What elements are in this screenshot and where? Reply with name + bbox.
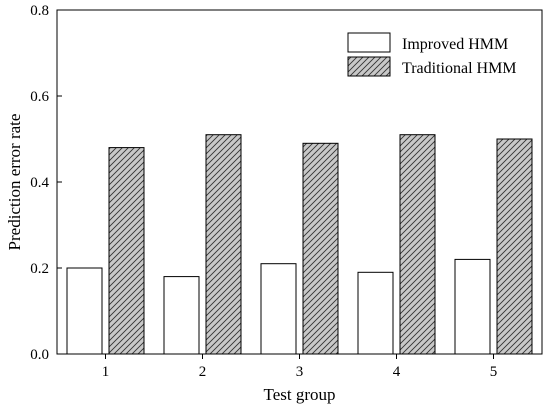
ticks-group: 1 2 3 4 5 0.0 0.2 0.4 0.6 0.8 (30, 3, 497, 380)
y-tick-label-0.6: 0.6 (30, 89, 49, 105)
y-axis-label: Prediction error rate (5, 114, 24, 251)
legend-swatch-improved-hmm (347, 32, 391, 53)
legend-label-improved-hmm: Improved HMM (402, 36, 508, 53)
bar-improved-hmm-2 (163, 276, 200, 355)
bar-traditional-hmm-4 (399, 134, 436, 355)
x-tick-label-4: 4 (393, 364, 401, 380)
bar-traditional-hmm-5 (496, 138, 533, 355)
bar-improved-hmm-1 (66, 267, 103, 355)
bar-improved-hmm-5 (454, 258, 491, 355)
y-tick-label-0.8: 0.8 (30, 3, 49, 19)
legend-swatch-traditional-hmm (347, 56, 391, 77)
y-tick-label-0.4: 0.4 (30, 175, 49, 191)
legend-label-traditional-hmm: Traditional HMM (402, 60, 517, 77)
y-tick-label-0.2: 0.2 (30, 261, 49, 277)
bar-improved-hmm-4 (357, 271, 394, 355)
x-tick-label-2: 2 (199, 364, 207, 380)
x-axis-label: Test group (264, 385, 336, 404)
y-tick-label-0.0: 0.0 (30, 347, 49, 363)
bar-traditional-hmm-2 (205, 134, 242, 355)
bar-traditional-hmm-3 (302, 142, 339, 355)
plot-frame (56, 9, 543, 355)
bar-improved-hmm-3 (260, 263, 297, 355)
x-tick-label-3: 3 (296, 364, 304, 380)
bars-group (66, 134, 533, 355)
x-tick-label-5: 5 (490, 364, 498, 380)
bar-traditional-hmm-1 (108, 147, 145, 355)
x-tick-label-1: 1 (102, 364, 110, 380)
legend: Improved HMM Traditional HMM (347, 32, 517, 77)
